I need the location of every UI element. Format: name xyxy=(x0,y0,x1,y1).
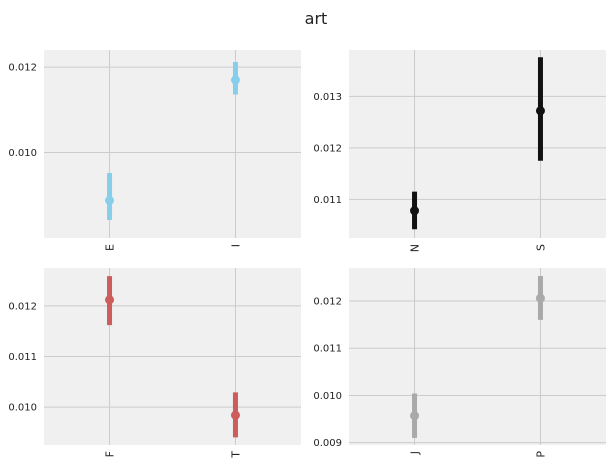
y-tick-label: 0.012 xyxy=(313,143,342,154)
subplot-4: 0.009 0.010 0.011 0.012 J P xyxy=(313,268,606,458)
y-tick-label: 0.010 xyxy=(8,403,37,414)
plot-area xyxy=(44,50,301,238)
x-category-label: S xyxy=(534,244,547,251)
subplot-2: 0.011 0.012 0.013 N S xyxy=(313,50,606,252)
y-tick-label: 0.012 xyxy=(8,301,37,312)
x-category-label: F xyxy=(104,451,117,457)
data-point xyxy=(410,206,420,216)
data-point xyxy=(410,411,420,421)
y-tick-label: 0.012 xyxy=(8,63,37,74)
y-tick-label: 0.012 xyxy=(313,297,342,308)
data-point xyxy=(230,410,240,420)
y-tick-label: 0.011 xyxy=(313,195,342,206)
data-point xyxy=(535,106,545,116)
figure-title: art xyxy=(305,9,328,28)
y-tick-label: 0.010 xyxy=(8,148,37,159)
data-point xyxy=(105,195,115,205)
y-tick-label: 0.011 xyxy=(313,344,342,355)
y-tick-label: 0.013 xyxy=(313,92,342,103)
x-category-label: N xyxy=(409,244,422,252)
data-point xyxy=(105,295,115,305)
plot-area xyxy=(349,50,606,238)
x-category-label: E xyxy=(104,244,117,251)
x-category-label: I xyxy=(229,244,242,247)
subplot-1: 0.010 0.012 E I xyxy=(8,50,301,251)
data-point xyxy=(535,293,545,303)
x-category-label: T xyxy=(229,451,242,459)
y-tick-label: 0.009 xyxy=(313,438,342,449)
x-category-label: J xyxy=(409,451,422,455)
subplot-3: 0.010 0.011 0.012 F T xyxy=(8,268,301,459)
data-point xyxy=(230,75,240,85)
y-tick-label: 0.011 xyxy=(8,352,37,363)
x-category-label: P xyxy=(534,451,547,458)
y-tick-label: 0.010 xyxy=(313,391,342,402)
plot-area xyxy=(349,268,606,445)
